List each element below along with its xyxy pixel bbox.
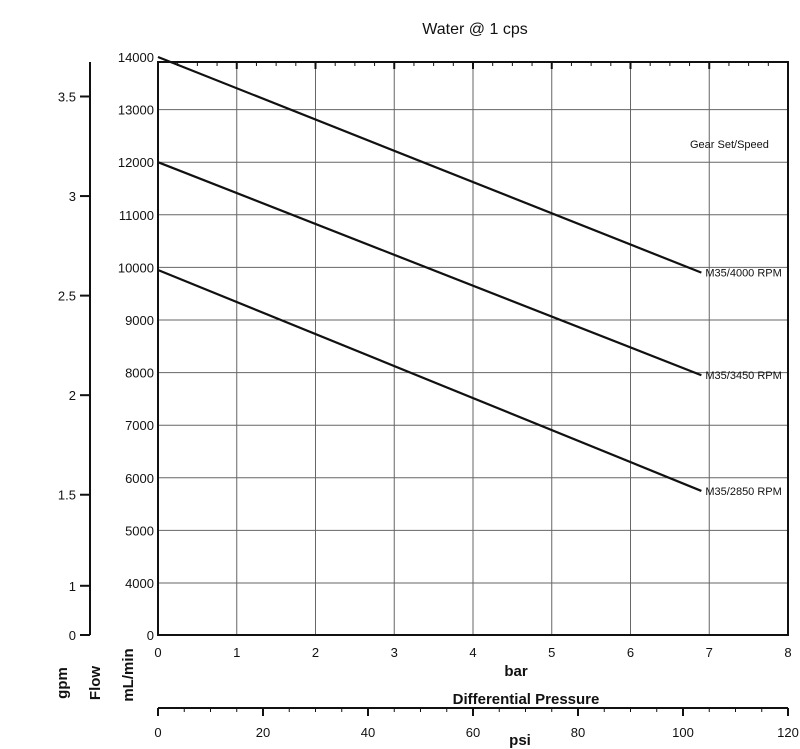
series-label: M35/3450 RPM [705,370,781,382]
axis-ticks: 0 1 2 3 4 5 6 7 8 0 4000 5000 6000 7000 8000 9000 10000 1… [118,50,792,660]
y-tick-label: 12000 [118,155,154,170]
series-label: M35/4000 RPM [705,268,781,280]
series-lines: M35/4000 RPM M35/3450 RPM M35/2850 RPM [157,55,782,498]
y-tick-label: 9000 [125,313,154,328]
x-tick-label: 1 [233,645,240,660]
x-tick-label: 7 [706,645,713,660]
y-tick-label: 14000 [118,50,154,65]
series-line [157,55,702,274]
x-tick-label: 4 [469,645,476,660]
psi-tick-label: 0 [154,725,161,740]
y-tick-label: 4000 [125,576,154,591]
psi-tick-label: 40 [361,725,375,740]
psi-tick-label: 100 [672,725,694,740]
x-axis-label-bar: bar [504,663,528,680]
x-axis-shared-label: Differential Pressure [453,691,600,708]
series-label: M35/2850 RPM [705,486,781,498]
psi-tick-label: 20 [256,725,270,740]
y-axis-label-ml: mL/min [120,648,137,701]
series-line [157,161,702,377]
x-tick-label: 5 [548,645,555,660]
gpm-tick-label: 0 [69,628,76,643]
x-tick-label: 0 [154,645,161,660]
x-tick-label: 2 [312,645,319,660]
y-tick-label: 13000 [118,103,154,118]
gpm-tick-label: 1 [69,579,76,594]
gpm-tick-label: 1.5 [58,488,76,503]
x-tick-label: 6 [627,645,634,660]
x-tick-label: 8 [784,645,791,660]
gpm-tick-label: 3.5 [58,90,76,105]
y-tick-label: 0 [147,628,154,643]
y-tick-label: 10000 [118,260,154,275]
legend-title: Gear Set/Speed [690,139,769,151]
gpm-tick-label: 2 [69,388,76,403]
psi-tick-label: 80 [571,725,585,740]
y-tick-label: 7000 [125,418,154,433]
y-axis-shared-label: Flow [87,666,104,700]
y-tick-label: 6000 [125,471,154,486]
y-tick-label: 8000 [125,366,154,381]
gpm-tick-label: 2.5 [58,289,76,304]
x-tick-label: 3 [391,645,398,660]
psi-axis: 0 20 40 60 80 100 120 [154,708,799,740]
gpm-axis: 0 1 1.5 2 2.5 3 3.5 [58,90,90,643]
y-tick-label: 11000 [119,208,154,223]
x-axis-label-psi: psi [509,732,531,749]
y-axis-label-gpm: gpm [54,667,71,699]
psi-tick-label: 60 [466,725,480,740]
chart-title: Water @ 1 cps [422,21,527,38]
gpm-tick-label: 3 [69,189,76,204]
psi-tick-label: 120 [777,725,799,740]
series-line [157,269,702,492]
y-tick-label: 5000 [125,523,154,538]
